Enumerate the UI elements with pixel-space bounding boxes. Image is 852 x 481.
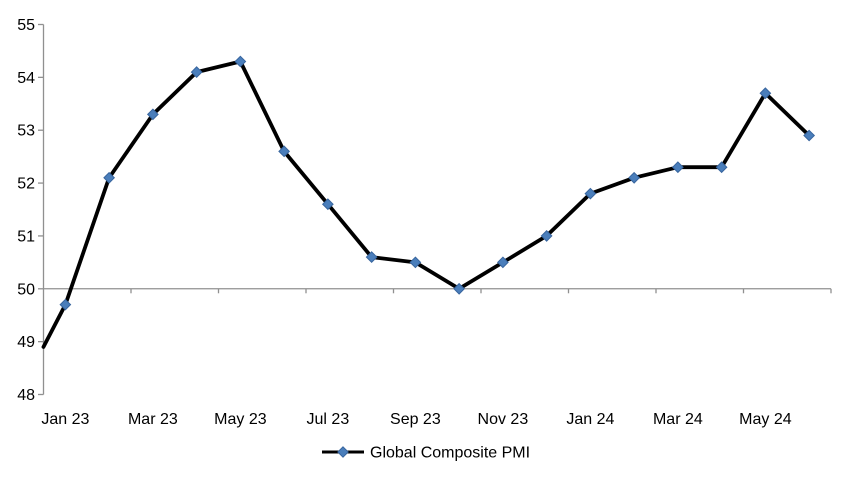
data-point-marker (671, 161, 684, 174)
data-point-marker (365, 251, 378, 263)
y-axis-tick-label: 50 (17, 281, 35, 298)
data-point-marker (409, 256, 422, 269)
data-point-marker (103, 171, 116, 184)
data-point-marker (496, 256, 509, 269)
data-point-marker (715, 161, 728, 174)
data-point-marker (234, 55, 247, 68)
x-axis-tick-label: Mar 24 (653, 411, 703, 428)
y-axis-tick-label: 54 (17, 70, 35, 87)
y-axis-tick-label: 55 (17, 17, 35, 34)
data-point-marker (453, 282, 466, 295)
data-point-marker (321, 198, 334, 211)
data-point-marker (628, 171, 641, 184)
data-point-marker (540, 230, 553, 242)
legend: Global Composite PMI (322, 445, 530, 462)
data-point-marker (278, 145, 291, 158)
pmi-series-line (41, 59, 811, 349)
y-axis-tick-label: 52 (17, 176, 35, 193)
y-axis-tick-label: 53 (17, 123, 35, 140)
y-axis-tick-label: 51 (17, 228, 35, 245)
x-axis-tick-label: Nov 23 (478, 411, 529, 428)
legend-marker-diamond-icon (337, 446, 349, 458)
x-axis-tick-label: Jul 23 (307, 411, 350, 428)
x-axis-tick-label: Jan 23 (41, 411, 89, 428)
y-axis-tick-label: 49 (17, 334, 35, 351)
data-point-marker (190, 66, 203, 78)
series-layer (41, 55, 816, 349)
y-axis-tick-label: 48 (17, 387, 35, 404)
data-point-marker (59, 298, 72, 311)
legend-label: Global Composite PMI (370, 445, 530, 462)
axes-layer: 48 49 50 51 52 53 54 55 Jan 23 Mar 23 May 23 Jul 23… (17, 17, 832, 428)
data-point-marker (759, 87, 772, 100)
x-axis-tick-label: Jan 24 (566, 411, 614, 428)
x-axis-tick-label: May 23 (214, 411, 267, 428)
data-point-marker (803, 129, 816, 142)
data-point-marker (584, 187, 597, 200)
data-point-marker (146, 108, 159, 121)
x-axis-tick-label: Sep 23 (390, 411, 441, 428)
x-axis-tick-label: Mar 23 (128, 411, 178, 428)
x-axis-tick-label: May 24 (739, 411, 792, 428)
